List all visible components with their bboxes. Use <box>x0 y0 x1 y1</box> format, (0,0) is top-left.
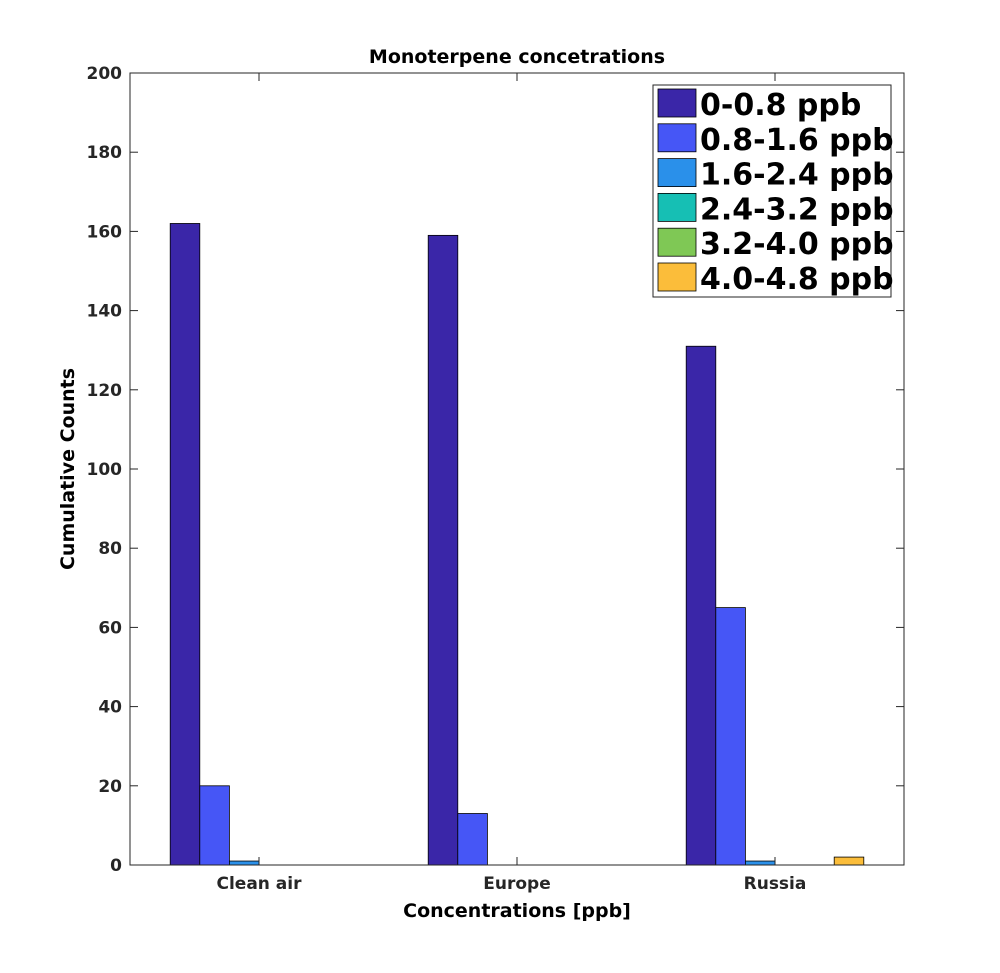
bar-clean-air-series-3 <box>228 860 260 866</box>
bars-group <box>169 223 865 866</box>
y-tick-label: 200 <box>87 64 123 84</box>
legend-swatch <box>657 227 697 257</box>
y-tick-label: 0 <box>110 856 122 876</box>
bar-russia-series-1 <box>685 345 717 866</box>
bar-russia-series-3 <box>745 860 776 866</box>
legend-label: 2.4-3.2 ppb <box>700 192 894 227</box>
legend-label: 3.2-4.0 ppb <box>700 227 894 262</box>
legend-label: 0.8-1.6 ppb <box>700 123 894 158</box>
bar-europe-series-2 <box>457 813 488 866</box>
bar-europe-series-1 <box>427 234 459 866</box>
bar-russia-series-6 <box>833 856 865 866</box>
y-axis-title: Cumulative Counts <box>57 368 79 570</box>
legend-swatch <box>657 192 697 222</box>
y-tick-label: 40 <box>98 698 122 718</box>
x-tick-label: Russia <box>744 874 807 894</box>
legend-swatch <box>657 123 697 153</box>
y-tick-label: 80 <box>98 539 122 559</box>
legend-label: 4.0-4.8 ppb <box>700 262 894 297</box>
y-tick-label: 140 <box>87 302 123 322</box>
y-tick-label: 160 <box>87 222 123 242</box>
x-tick-label: Clean air <box>216 874 302 894</box>
legend-label: 0-0.8 ppb <box>700 88 861 123</box>
bar-clean-air-series-1 <box>169 223 201 866</box>
y-tick-label: 20 <box>98 777 122 797</box>
y-tick-label: 180 <box>87 143 123 163</box>
legend-swatch <box>657 158 697 188</box>
x-tick-label: Europe <box>483 874 550 894</box>
x-axis-title: Concentrations [ppb] <box>403 900 631 922</box>
x-axis: Clean air Europe Russia <box>216 73 806 894</box>
bar-russia-series-2 <box>715 607 746 866</box>
legend-box <box>652 84 892 298</box>
legend-swatch <box>657 88 697 118</box>
bar-clean-air-series-2 <box>199 785 230 866</box>
y-tick-label: 60 <box>98 618 122 638</box>
legend-swatch <box>657 262 697 292</box>
legend-label: 1.6-2.4 ppb <box>700 158 894 193</box>
y-axis: 0 20 40 60 80 100 120 140 160 180 200 <box>87 64 904 876</box>
chart-title: Monoterpene concetrations <box>369 46 665 68</box>
y-tick-label: 100 <box>87 460 123 480</box>
y-tick-label: 120 <box>87 381 123 401</box>
